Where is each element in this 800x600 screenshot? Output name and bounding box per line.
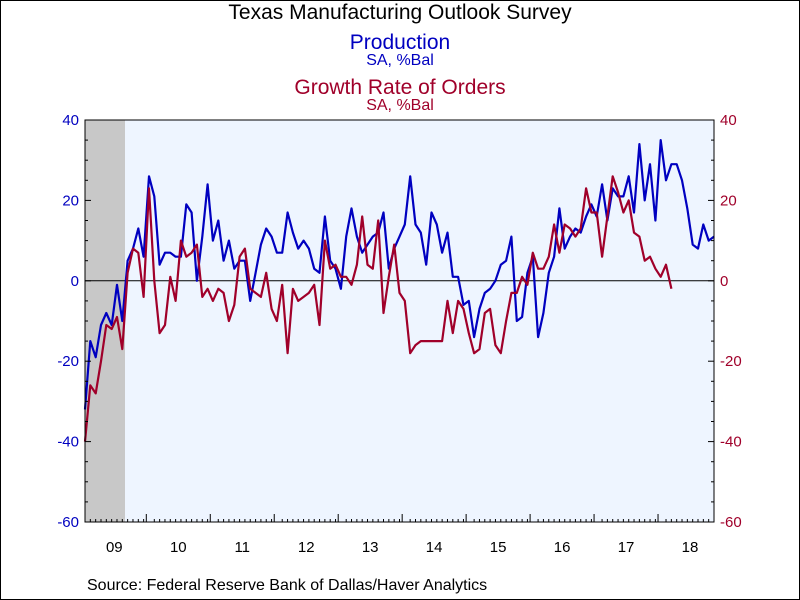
series-2-subtitle: SA, %Bal bbox=[366, 97, 434, 114]
x-tick-label: 14 bbox=[426, 539, 443, 556]
x-tick-label: 11 bbox=[234, 539, 250, 556]
right-tick-label: 40 bbox=[720, 112, 737, 129]
right-tick-label: -20 bbox=[720, 353, 742, 370]
x-tick-label: 17 bbox=[618, 539, 635, 556]
x-tick-label: 09 bbox=[106, 539, 123, 556]
left-tick-label: 40 bbox=[62, 112, 79, 129]
x-tick-label: 12 bbox=[298, 539, 315, 556]
chart-title: Texas Manufacturing Outlook Survey bbox=[228, 1, 572, 24]
series-2-title: Growth Rate of Orders bbox=[294, 76, 506, 99]
left-tick-label: 20 bbox=[62, 192, 79, 209]
x-tick-label: 15 bbox=[490, 539, 507, 556]
series-1-subtitle: SA, %Bal bbox=[366, 52, 434, 69]
left-tick-label: -20 bbox=[57, 353, 79, 370]
x-tick-label: 18 bbox=[682, 539, 699, 556]
series-line-growth-rate-of-orders bbox=[83, 175, 673, 442]
right-tick-label: -40 bbox=[720, 434, 742, 451]
x-tick-label: 13 bbox=[362, 539, 379, 556]
left-tick-label: 0 bbox=[71, 273, 79, 290]
x-tick-label: 16 bbox=[554, 539, 571, 556]
right-tick-label: -60 bbox=[720, 514, 742, 531]
plot-area bbox=[85, 120, 714, 522]
left-tick-label: -60 bbox=[57, 514, 79, 531]
x-tick-label: 10 bbox=[170, 539, 187, 556]
series-1-title: Production bbox=[349, 31, 451, 54]
recession-shading bbox=[85, 120, 125, 522]
source-note: Source: Federal Reserve Bank of Dallas/H… bbox=[87, 577, 488, 594]
right-tick-label: 0 bbox=[720, 273, 728, 290]
left-tick-label: -40 bbox=[57, 434, 79, 451]
right-tick-label: 20 bbox=[720, 192, 737, 209]
